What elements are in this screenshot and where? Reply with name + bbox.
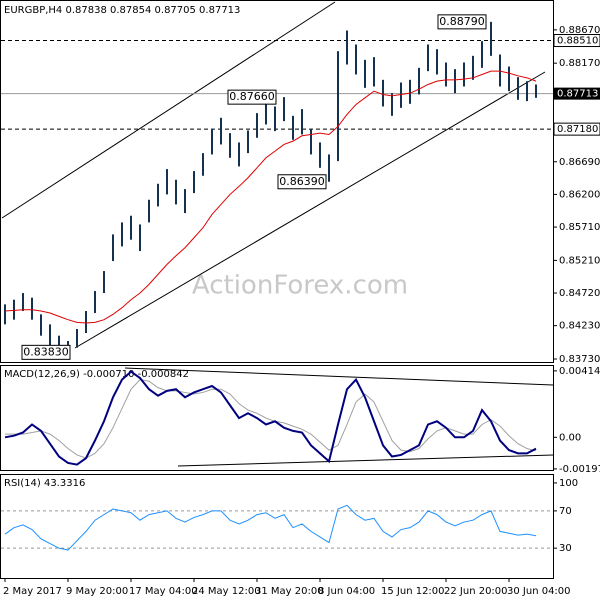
y-tick-label: 0.84230 <box>559 321 600 332</box>
annotation-box <box>437 14 487 30</box>
level-label: 0.88510 <box>557 36 598 47</box>
x-tick-label: 30 Jun 04:00 <box>507 586 571 597</box>
annotation-label: 0.86390 <box>279 175 325 188</box>
annotation-box <box>227 89 277 105</box>
x-tick-label: 2 May 2017 <box>3 586 62 597</box>
indicator-line <box>4 370 537 466</box>
indicator-line <box>4 504 537 551</box>
y-tick-label: 0.86200 <box>559 189 600 200</box>
level-box <box>553 122 600 136</box>
moving-average <box>4 70 537 324</box>
macd-trendline <box>124 367 554 386</box>
price-title: EURGBP,H4 0.87838 0.87854 0.87705 0.8771… <box>4 5 240 16</box>
rsi-title: RSI(14) 43.3316 <box>4 478 85 489</box>
y-tick-label: 0.83730 <box>559 354 600 365</box>
x-tick-label: 8 Jun 04:00 <box>318 586 375 597</box>
y-tick-label: 0.88670 <box>559 25 600 36</box>
annotation-box <box>21 344 71 360</box>
y-tick-label: 0.88170 <box>559 58 600 69</box>
y-tick-label: 0.004145 <box>559 366 600 377</box>
y-tick-label: 0.85210 <box>559 255 600 266</box>
y-tick-label: 0.86690 <box>559 157 600 168</box>
x-tick-label: 9 May 20:00 <box>66 586 128 597</box>
annotation-box <box>277 174 327 190</box>
y-tick-label: 0.00 <box>559 432 581 443</box>
y-tick-label: -0.001972 <box>559 464 600 475</box>
rsi-panel <box>0 474 554 579</box>
x-tick-label: 15 Jun 12:00 <box>381 586 445 597</box>
macd-trendline <box>177 454 554 467</box>
channel-upper <box>1 1 336 219</box>
annotation-label: 0.88790 <box>439 15 485 28</box>
y-tick-label: 70 <box>559 506 572 517</box>
last-price-box <box>554 87 600 100</box>
x-tick-label: 22 Jun 20:00 <box>444 586 508 597</box>
level-label: 0.87180 <box>557 124 598 135</box>
trendlines <box>1 1 554 467</box>
x-tick-label: 17 May 04:00 <box>129 586 198 597</box>
y-tick-label: 30 <box>559 543 572 554</box>
watermark: ActionForex.com <box>192 271 408 301</box>
price-panel <box>0 0 554 363</box>
annotation-label: 0.83830 <box>23 345 69 358</box>
macd-title: MACD(12,26,9) -0.000710 -0.000842 <box>4 369 189 380</box>
y-tick-label: 0.84720 <box>559 288 600 299</box>
y-tick-label: 100 <box>559 478 578 489</box>
channel-lower <box>74 71 546 349</box>
level-box <box>553 34 600 48</box>
annotation-label: 0.87660 <box>229 90 275 103</box>
x-tick-label: 31 May 20:00 <box>255 586 324 597</box>
y-tick-label: 0.85710 <box>559 222 600 233</box>
last-price-label: 0.87713 <box>557 89 598 100</box>
macd-panel <box>0 365 554 471</box>
x-tick-label: 24 May 12:00 <box>192 586 261 597</box>
